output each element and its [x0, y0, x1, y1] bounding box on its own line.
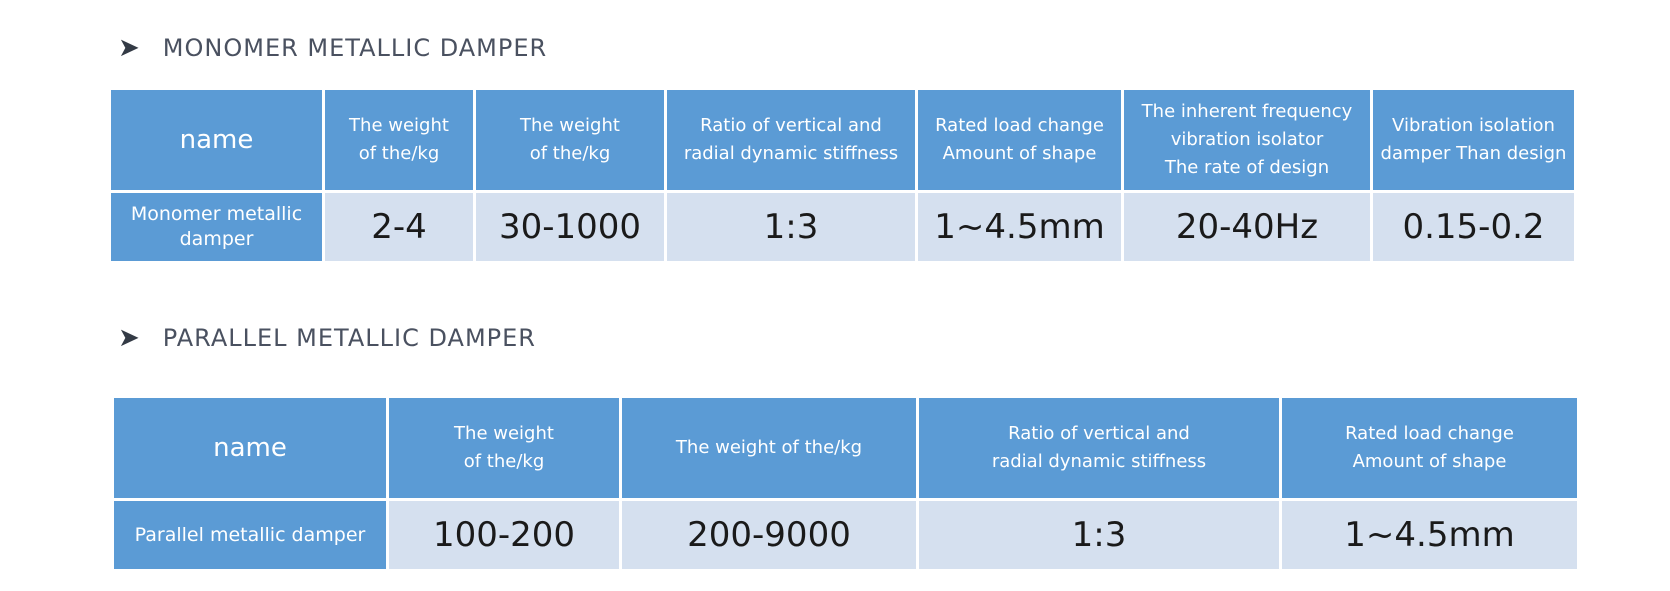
value-cell: 2-4	[325, 193, 473, 261]
header-cell: Vibration isolation damper Than design	[1373, 90, 1574, 190]
header-cell: The weight of the/kg	[476, 90, 664, 190]
header-cell: Rated load change Amount of shape	[1282, 398, 1577, 498]
header-row: name The weight of the/kg The weight of …	[111, 90, 1574, 190]
header-cell-name: name	[111, 90, 322, 190]
section-title-monomer: ➤ MONOMER METALLIC DAMPER	[118, 34, 547, 62]
value-cell: 0.15-0.2	[1373, 193, 1574, 261]
header-cell-name: name	[114, 398, 386, 498]
value-cell: 1~4.5mm	[918, 193, 1121, 261]
table-row: Parallel metallic damper 100-200 200-900…	[114, 501, 1577, 569]
arrow-bullet-icon: ➤	[118, 323, 141, 353]
value-cell: 1:3	[667, 193, 915, 261]
parallel-damper-table: name The weight of the/kg The weight of …	[111, 395, 1580, 572]
header-cell: The weight of the/kg	[389, 398, 619, 498]
header-row: name The weight of the/kg The weight of …	[114, 398, 1577, 498]
section-title-text: PARALLEL METALLIC DAMPER	[162, 324, 536, 352]
section-title-text: MONOMER METALLIC DAMPER	[162, 34, 548, 62]
value-cell: 30-1000	[476, 193, 664, 261]
value-cell: 200-9000	[622, 501, 916, 569]
value-cell: 20-40Hz	[1124, 193, 1370, 261]
header-cell: Ratio of vertical and radial dynamic sti…	[919, 398, 1279, 498]
value-cell: 1~4.5mm	[1282, 501, 1577, 569]
header-cell: Ratio of vertical and radial dynamic sti…	[667, 90, 915, 190]
header-cell: Rated load change Amount of shape	[918, 90, 1121, 190]
value-cell: 100-200	[389, 501, 619, 569]
header-cell: The inherent frequency vibration isolato…	[1124, 90, 1370, 190]
value-cell: 1:3	[919, 501, 1279, 569]
row-label: Parallel metallic damper	[114, 501, 386, 569]
table-row: Monomer metallic damper 2-4 30-1000 1:3 …	[111, 193, 1574, 261]
arrow-bullet-icon: ➤	[118, 33, 141, 63]
header-cell: The weight of the/kg	[622, 398, 916, 498]
monomer-damper-table: name The weight of the/kg The weight of …	[108, 87, 1577, 264]
row-label: Monomer metallic damper	[111, 193, 322, 261]
header-cell: The weight of the/kg	[325, 90, 473, 190]
section-title-parallel: ➤ PARALLEL METALLIC DAMPER	[118, 324, 536, 352]
